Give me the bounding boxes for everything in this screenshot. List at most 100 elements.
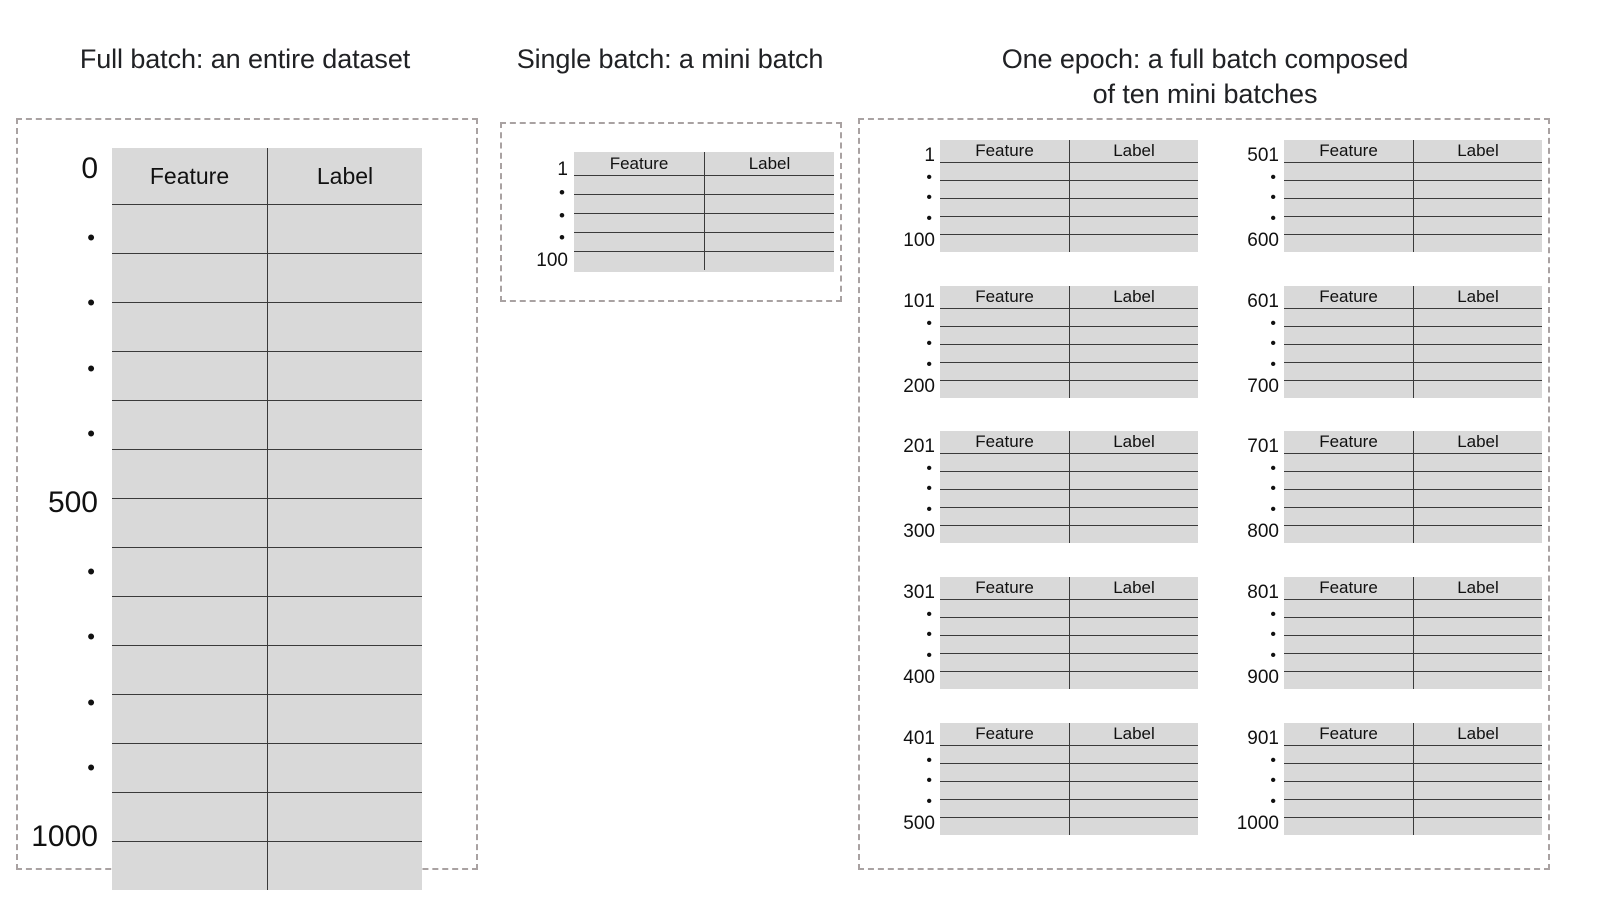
cell-feature bbox=[1284, 309, 1413, 326]
cell-label bbox=[704, 252, 834, 270]
cell-feature bbox=[1284, 199, 1413, 216]
cell-label bbox=[1413, 454, 1542, 471]
index-ellipsis-dot: • bbox=[1270, 355, 1276, 373]
cell-feature bbox=[112, 597, 267, 645]
table-row bbox=[940, 234, 1198, 252]
column-header-feature-label: Feature bbox=[975, 287, 1034, 306]
cell-feature bbox=[940, 764, 1069, 781]
mini-batch-index-gutter: 1 • • • 100 bbox=[884, 140, 940, 252]
index-ellipsis-dot: • bbox=[926, 209, 932, 227]
table-row bbox=[574, 175, 834, 194]
column-header-label-label: Label bbox=[1457, 724, 1499, 743]
cell-label bbox=[1413, 235, 1542, 252]
column-header-label: Label bbox=[1069, 140, 1198, 162]
index-ellipsis-dot: • bbox=[1270, 646, 1276, 664]
table-row bbox=[940, 599, 1198, 617]
table-row bbox=[1284, 489, 1542, 507]
table-row bbox=[1284, 380, 1542, 398]
index-ellipsis-dot: • bbox=[87, 420, 95, 446]
mini-batch-index-gutter: 701 • • • 800 bbox=[1228, 431, 1284, 543]
table-row bbox=[574, 213, 834, 232]
cell-feature bbox=[1284, 363, 1413, 380]
table-row bbox=[112, 498, 422, 547]
table-row bbox=[1284, 216, 1542, 234]
cell-label bbox=[1413, 381, 1542, 398]
mini-batch-index-gutter: 501 • • • 600 bbox=[1228, 140, 1284, 252]
column-header-label-label: Label bbox=[1457, 578, 1499, 597]
index-ellipsis-dot: • bbox=[1270, 626, 1276, 643]
table-row bbox=[1284, 817, 1542, 835]
mini-batch-501-600: 501 • • • 600 Feature Label bbox=[1228, 140, 1542, 252]
column-header-label-label: Label bbox=[316, 162, 374, 189]
panel-one-epoch bbox=[858, 118, 1550, 870]
cell-feature bbox=[574, 233, 704, 251]
cell-feature bbox=[112, 254, 267, 302]
cell-label bbox=[1069, 526, 1198, 543]
index-ellipsis-dot: • bbox=[926, 792, 932, 810]
index-ellipsis-dot: • bbox=[926, 335, 932, 352]
table-row bbox=[1284, 599, 1542, 617]
cell-label bbox=[1413, 345, 1542, 362]
index-ellipsis-dot: • bbox=[1270, 168, 1276, 186]
table-header-row: Feature Label bbox=[940, 723, 1198, 745]
cell-label bbox=[1413, 782, 1542, 799]
column-header-label-label: Label bbox=[748, 153, 791, 173]
cell-label bbox=[1069, 654, 1198, 671]
table-row bbox=[940, 471, 1198, 489]
index-number: 800 bbox=[1247, 521, 1279, 542]
table-header-row: Feature Label bbox=[940, 286, 1198, 308]
cell-feature bbox=[940, 454, 1069, 471]
column-header-feature: Feature bbox=[940, 140, 1069, 162]
cell-feature bbox=[940, 345, 1069, 362]
table-row bbox=[112, 449, 422, 498]
index-number: 1 bbox=[557, 159, 568, 180]
table-row bbox=[112, 253, 422, 302]
column-header-label: Label bbox=[1413, 431, 1542, 453]
mini-batch-index-gutter: 901 • • • 1000 bbox=[1228, 723, 1284, 835]
cell-feature bbox=[1284, 764, 1413, 781]
cell-feature bbox=[112, 303, 267, 351]
table-row bbox=[1284, 617, 1542, 635]
column-header-label-label: Label bbox=[1113, 724, 1155, 743]
table-row bbox=[112, 351, 422, 400]
cell-feature bbox=[574, 214, 704, 232]
cell-feature bbox=[940, 472, 1069, 489]
column-header-feature-label: Feature bbox=[609, 153, 669, 173]
index-ellipsis-dot: • bbox=[1270, 480, 1276, 497]
column-header-feature: Feature bbox=[574, 152, 704, 175]
index-number: 0 bbox=[81, 152, 98, 185]
cell-feature bbox=[940, 363, 1069, 380]
column-header-label: Label bbox=[1069, 431, 1198, 453]
table-row bbox=[1284, 198, 1542, 216]
cell-label bbox=[1413, 309, 1542, 326]
index-number: 300 bbox=[903, 521, 935, 542]
cell-label bbox=[1069, 600, 1198, 617]
table-row bbox=[112, 302, 422, 351]
column-header-feature: Feature bbox=[1284, 577, 1413, 599]
table-row bbox=[940, 799, 1198, 817]
column-header-label-label: Label bbox=[1113, 578, 1155, 597]
cell-label bbox=[1413, 327, 1542, 344]
cell-feature bbox=[112, 695, 267, 743]
mini-batch-table: Feature Label bbox=[940, 140, 1198, 252]
table-row bbox=[1284, 234, 1542, 252]
cell-feature bbox=[940, 508, 1069, 525]
table-row bbox=[1284, 525, 1542, 543]
cell-label bbox=[1413, 490, 1542, 507]
index-number: 801 bbox=[1247, 582, 1279, 603]
table-row bbox=[112, 645, 422, 694]
column-header-feature-label: Feature bbox=[975, 578, 1034, 597]
cell-label bbox=[1069, 345, 1198, 362]
cell-label bbox=[267, 303, 422, 351]
column-header-feature-label: Feature bbox=[1319, 578, 1378, 597]
cell-feature bbox=[940, 800, 1069, 817]
index-ellipsis-dot: • bbox=[1270, 209, 1276, 227]
cell-label bbox=[1413, 746, 1542, 763]
index-ellipsis-dot: • bbox=[87, 624, 95, 650]
column-header-feature-label: Feature bbox=[1319, 287, 1378, 306]
cell-feature bbox=[940, 490, 1069, 507]
full-batch-table-block: 0 • • • • 500 • • • • 1000 Feature Label bbox=[20, 148, 422, 890]
cell-feature bbox=[940, 199, 1069, 216]
cell-feature bbox=[1284, 235, 1413, 252]
